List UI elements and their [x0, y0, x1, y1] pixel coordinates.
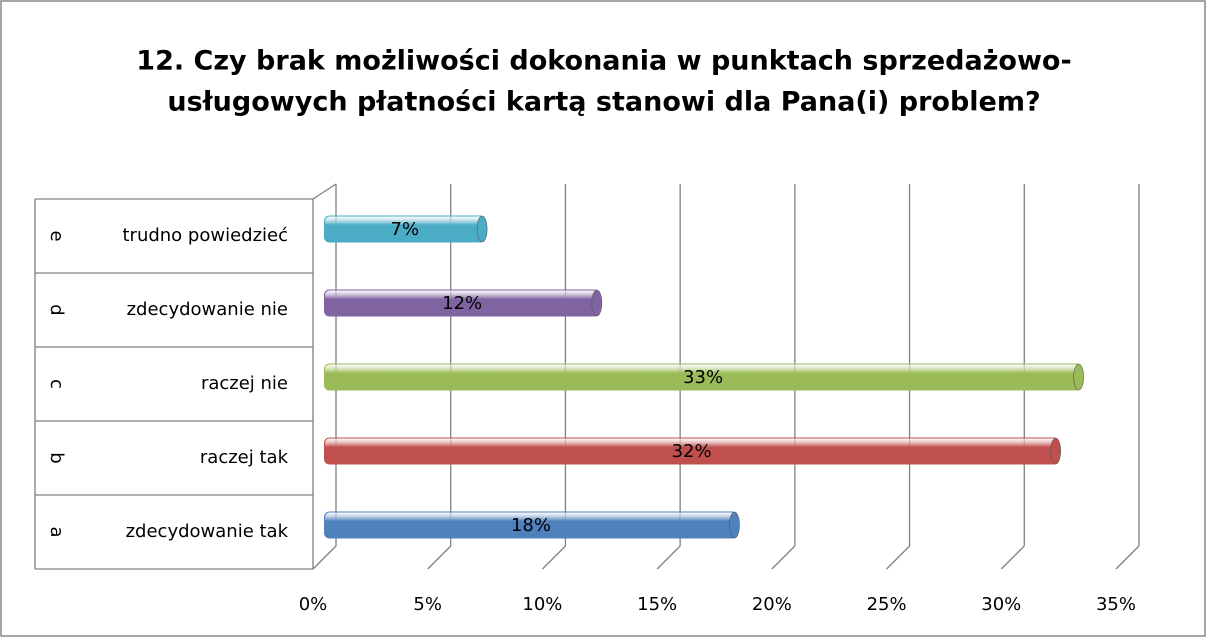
- grid-line: [1115, 545, 1140, 570]
- data-label: 12%: [442, 293, 482, 314]
- category-group-label: a: [46, 526, 67, 537]
- category-group-label: b: [46, 452, 67, 463]
- x-tick-label: 30%: [981, 594, 1021, 615]
- grid-line: [886, 545, 911, 570]
- x-tick-label: 35%: [1096, 594, 1136, 615]
- data-label: 32%: [672, 441, 712, 462]
- data-label: 18%: [511, 515, 551, 536]
- grid-line: [656, 545, 681, 570]
- category-label: zdecydowanie tak: [126, 521, 289, 542]
- grid-line: [771, 545, 796, 570]
- x-tick-label: 25%: [867, 594, 907, 615]
- x-tick-label: 0%: [299, 594, 328, 615]
- x-tick-label: 5%: [413, 594, 442, 615]
- category-group-label: d: [46, 304, 67, 315]
- x-tick-label: 15%: [637, 594, 677, 615]
- chart-title: 12. Czy brak możliwości dokonania w punk…: [136, 46, 1071, 77]
- category-label: raczej tak: [200, 447, 289, 468]
- grid-line: [312, 545, 337, 570]
- bar-cap: [1073, 363, 1084, 391]
- grid-line: [427, 545, 452, 570]
- axis-line: [312, 183, 337, 200]
- chart-title: usługowych płatności kartą stanowi dla P…: [167, 87, 1040, 118]
- grid-line: [1000, 545, 1025, 570]
- bar-cap: [591, 289, 603, 317]
- category-group-label: e: [46, 230, 67, 241]
- bar-cap: [1050, 437, 1061, 465]
- data-label: 33%: [683, 367, 723, 388]
- data-label: 7%: [391, 219, 420, 240]
- grid-line: [541, 545, 566, 570]
- category-label: zdecydowanie nie: [127, 299, 288, 320]
- category-group-label: c: [46, 379, 67, 389]
- bar-cap: [729, 511, 740, 539]
- x-tick-label: 10%: [522, 594, 562, 615]
- category-label: raczej nie: [201, 373, 288, 394]
- bar-cap: [476, 215, 488, 243]
- category-label: trudno powiedzieć: [122, 225, 288, 246]
- x-tick-label: 20%: [752, 594, 792, 615]
